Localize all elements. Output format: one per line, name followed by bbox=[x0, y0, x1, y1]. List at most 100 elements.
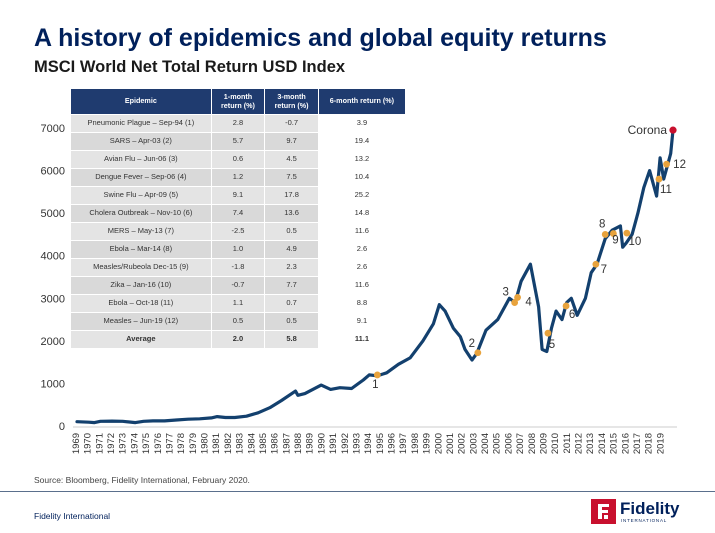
epidemic-name-cell: MERS – May-13 (7) bbox=[70, 222, 212, 241]
event-label: 6 bbox=[569, 309, 575, 321]
event-marker bbox=[663, 160, 670, 168]
epidemic-name-cell: Dengue Fever – Sep-06 (4) bbox=[70, 168, 212, 187]
table-header-row: Epidemic 1-month return (%) 3-month retu… bbox=[70, 88, 407, 115]
x-tick-label: 2018 bbox=[644, 433, 655, 454]
x-tick-label: 2004 bbox=[480, 433, 491, 454]
epidemic-name-cell: Cholera Outbreak – Nov-10 (6) bbox=[70, 204, 212, 223]
three-month-return-cell: -0.7 bbox=[264, 114, 319, 133]
one-month-return-cell: -0.7 bbox=[210, 276, 266, 295]
header-3-month: 3-month return (%) bbox=[264, 88, 319, 115]
x-tick-label: 1978 bbox=[176, 433, 187, 454]
x-tick-label: 1982 bbox=[223, 433, 234, 454]
x-tick-label: 2003 bbox=[468, 433, 479, 454]
x-tick-label: 1985 bbox=[258, 433, 269, 454]
x-tick-label: 2016 bbox=[620, 433, 631, 454]
x-tick-label: 2009 bbox=[538, 433, 549, 454]
event-label: 2 bbox=[469, 338, 475, 350]
x-tick-label: 1995 bbox=[375, 433, 386, 454]
average-label-cell: Average bbox=[70, 330, 212, 349]
epidemic-returns-table: Epidemic 1-month return (%) 3-month retu… bbox=[70, 88, 407, 349]
x-tick-label: 1984 bbox=[246, 433, 257, 454]
three-month-return-cell: 0.7 bbox=[264, 294, 319, 313]
x-tick-label: 2011 bbox=[562, 433, 573, 453]
footer-text: Fidelity International bbox=[34, 511, 111, 521]
corona-marker bbox=[669, 126, 677, 134]
x-tick-label: 2001 bbox=[445, 433, 456, 454]
x-tick-label: 1986 bbox=[270, 433, 281, 454]
average-three-month-cell: 5.8 bbox=[264, 330, 319, 349]
three-month-return-cell: 9.7 bbox=[264, 132, 319, 151]
event-marker bbox=[511, 299, 519, 306]
epidemic-name-cell: Avian Flu – Jun-06 (3) bbox=[70, 150, 212, 169]
six-month-return-cell: 2.6 bbox=[317, 240, 407, 259]
table-row: Avian Flu – Jun-06 (3) 0.6 4.5 13.2 bbox=[70, 150, 407, 169]
event-marker bbox=[562, 302, 570, 310]
x-tick-label: 1992 bbox=[340, 433, 351, 454]
x-tick-label: 1976 bbox=[153, 433, 164, 454]
epidemic-name-cell: Pneumonic Plague – Sep-94 (1) bbox=[70, 114, 212, 133]
epidemic-name-cell: Zika – Jan-16 (10) bbox=[70, 276, 212, 295]
x-tick-label: 1977 bbox=[164, 433, 175, 454]
six-month-return-cell: 14.8 bbox=[317, 204, 407, 223]
x-tick-label: 1983 bbox=[235, 433, 246, 454]
x-tick-label: 2017 bbox=[632, 433, 643, 454]
one-month-return-cell: 0.6 bbox=[210, 150, 266, 169]
x-tick-label: 1994 bbox=[363, 433, 374, 454]
six-month-return-cell: 2.6 bbox=[317, 258, 407, 277]
x-tick-label: 1974 bbox=[129, 433, 140, 454]
six-month-return-cell: 19.4 bbox=[317, 132, 407, 151]
event-marker bbox=[655, 175, 663, 183]
event-label: 12 bbox=[673, 159, 686, 171]
x-tick-label: 1979 bbox=[188, 433, 199, 454]
event-marker bbox=[610, 230, 617, 237]
source-note: Source: Bloomberg, Fidelity Internationa… bbox=[34, 475, 250, 485]
index-line bbox=[75, 128, 675, 425]
six-month-return-cell: 3.9 bbox=[317, 114, 407, 133]
one-month-return-cell: 7.4 bbox=[210, 204, 266, 223]
table-row: Cholera Outbreak – Nov-10 (6) 7.4 13.6 14.8 bbox=[70, 204, 407, 223]
three-month-return-cell: 13.6 bbox=[264, 204, 319, 223]
y-tick-label: 2000 bbox=[41, 336, 65, 348]
six-month-return-cell: 10.4 bbox=[317, 168, 407, 187]
x-tick-label: 1970 bbox=[83, 433, 94, 454]
table-row: SARS – Apr-03 (2) 5.7 9.7 19.4 bbox=[70, 132, 407, 151]
six-month-return-cell: 8.8 bbox=[317, 294, 407, 313]
event-label: 11 bbox=[660, 184, 672, 196]
x-tick-label: 2008 bbox=[527, 433, 538, 454]
event-marker bbox=[474, 349, 482, 357]
table-row: Ebola – Mar-14 (8) 1.0 4.9 2.6 bbox=[70, 240, 407, 259]
epidemic-name-cell: Swine Flu – Apr-09 (5) bbox=[70, 186, 212, 205]
y-tick-label: 5000 bbox=[41, 208, 65, 220]
x-tick-label: 2002 bbox=[457, 433, 468, 454]
x-tick-label: 1973 bbox=[118, 433, 129, 454]
x-tick-label: 1993 bbox=[351, 433, 362, 454]
epidemic-name-cell: Measles/Rubeola Dec-15 (9) bbox=[70, 258, 212, 277]
event-marker bbox=[623, 229, 631, 237]
event-label: 8 bbox=[599, 218, 605, 230]
x-tick-label: 2010 bbox=[550, 433, 561, 454]
epidemic-name-cell: Ebola – Mar-14 (8) bbox=[70, 240, 212, 259]
six-month-return-cell: 11.6 bbox=[317, 222, 407, 241]
event-label: 9 bbox=[612, 235, 618, 247]
six-month-return-cell: 13.2 bbox=[317, 150, 407, 169]
x-tick-label: 2000 bbox=[433, 433, 444, 454]
corona-label: Corona bbox=[628, 123, 668, 137]
one-month-return-cell: 2.8 bbox=[210, 114, 266, 133]
x-tick-label: 1990 bbox=[316, 433, 327, 454]
x-tick-label: 2014 bbox=[597, 433, 608, 454]
logo-wordmark: Fidelity bbox=[620, 499, 680, 518]
x-tick-label: 1980 bbox=[200, 433, 211, 454]
one-month-return-cell: 1.0 bbox=[210, 240, 266, 259]
six-month-return-cell: 11.6 bbox=[317, 276, 407, 295]
x-tick-label: 2019 bbox=[655, 433, 666, 454]
y-tick-label: 6000 bbox=[41, 166, 65, 178]
three-month-return-cell: 17.8 bbox=[264, 186, 319, 205]
x-tick-label: 1998 bbox=[410, 433, 421, 454]
x-tick-label: 2013 bbox=[585, 433, 596, 454]
one-month-return-cell: 1.1 bbox=[210, 294, 266, 313]
table-row: Measles/Rubeola Dec-15 (9) -1.8 2.3 2.6 bbox=[70, 258, 407, 277]
six-month-return-cell: 9.1 bbox=[317, 312, 407, 331]
x-tick-label: 1975 bbox=[141, 433, 152, 454]
table-row: Dengue Fever – Sep-06 (4) 1.2 7.5 10.4 bbox=[70, 168, 407, 187]
three-month-return-cell: 7.7 bbox=[264, 276, 319, 295]
